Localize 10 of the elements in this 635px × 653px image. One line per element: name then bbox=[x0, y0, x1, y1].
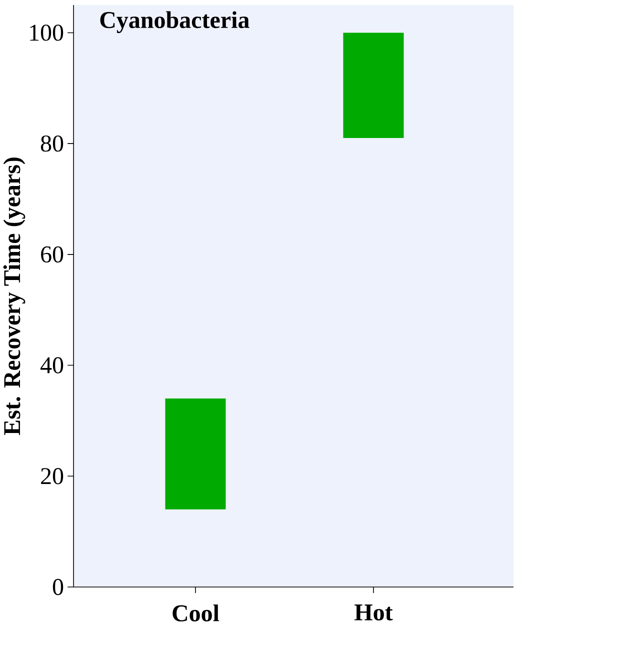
y-axis-title: Est. Recovery Time (years) bbox=[3, 158, 25, 435]
y-tick-label: 0 bbox=[52, 578, 63, 596]
x-tick-label: Hot bbox=[354, 604, 392, 620]
y-tick-label: 100 bbox=[30, 24, 63, 41]
chart-title: Cyanobacteria bbox=[100, 11, 250, 34]
y-tick-label: 60 bbox=[40, 246, 63, 263]
x-tick-label: Cool bbox=[172, 604, 219, 622]
y-tick-label: 40 bbox=[40, 357, 63, 374]
y-tick-label: 20 bbox=[40, 468, 63, 484]
y-tick-label: 80 bbox=[40, 135, 63, 152]
